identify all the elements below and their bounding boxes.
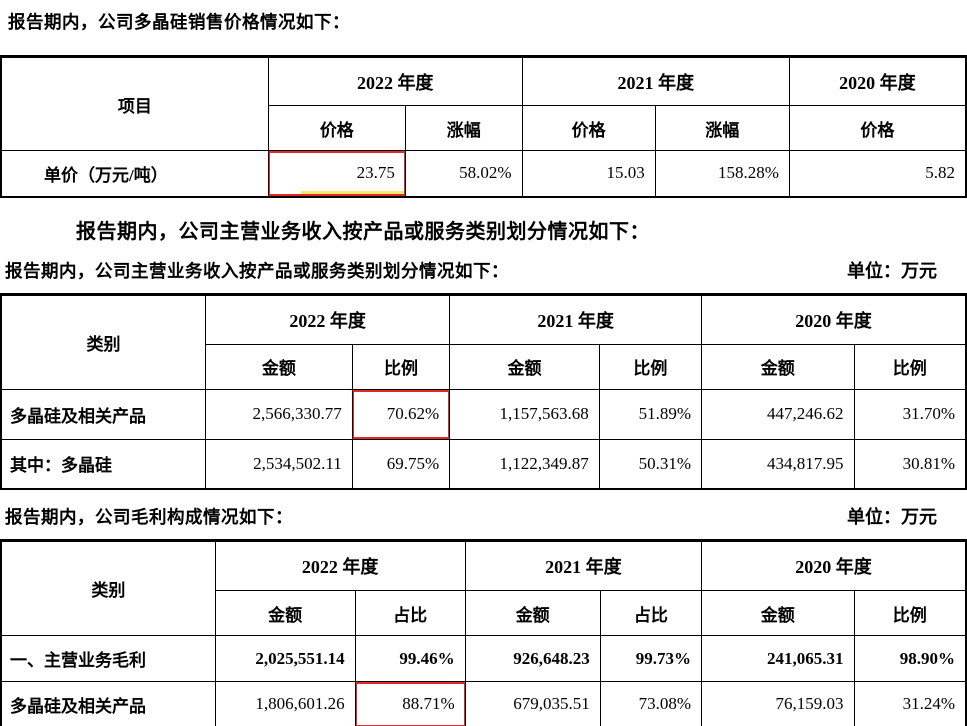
ratio-2022: 69.75% <box>351 438 451 490</box>
subheader-ratio-2020: 比例 <box>853 343 967 390</box>
revenue-table-subheader-row: 金额 比例 金额 比例 金额 比例 <box>1 343 967 390</box>
change-2022-value: 58.02% <box>404 150 523 197</box>
subheader-ratio-2020: 比例 <box>853 590 967 636</box>
price-table-year-2020: 2020 年度 <box>788 56 967 106</box>
revenue-table-item-header: 类别 <box>0 293 207 390</box>
amount-2020: 447,246.62 <box>701 388 855 440</box>
ratio-2022: 70.62% <box>351 388 451 440</box>
unit-price-2021-value: 15.03 <box>521 150 656 197</box>
table-row: 多晶硅及相关产品 1,806,601.26 88.71% 679,035.51 … <box>0 681 967 726</box>
revenue-table-year-2021: 2021 年度 <box>449 293 703 345</box>
profit-table-year-2021: 2021 年度 <box>464 540 703 591</box>
share-2021: 99.73% <box>599 635 703 682</box>
share-2022: 99.46% <box>354 635 466 682</box>
subheader-share-2022: 占比 <box>354 590 466 636</box>
profit-table-year-2022: 2022 年度 <box>214 540 466 591</box>
revenue-intro-highlight-text: 报告期内，公司主营业务收入按产品或服务类别划分情况如下： <box>76 220 650 243</box>
subheader-amount-2020: 金额 <box>701 590 855 636</box>
profit-table-subheader-row: 金额 占比 金额 占比 金额 比例 <box>1 590 967 636</box>
share-2022: 88.71% <box>354 681 466 726</box>
subheader-change-2021: 涨幅 <box>654 105 790 151</box>
share-2021: 73.08% <box>599 681 703 726</box>
revenue-intro-row: 报告期内，公司主营业务收入按产品或服务类别划分情况如下： 单位：万元 <box>0 257 967 283</box>
profit-table-year-2020: 2020 年度 <box>701 540 967 591</box>
subheader-amount-2022: 金额 <box>205 343 353 390</box>
row-label-unit-price: 单价（万元/吨） <box>0 150 269 197</box>
price-table: 项目 2022 年度 2021 年度 2020 年度 价格 涨幅 价格 涨幅 价… <box>0 55 967 198</box>
ratio-2021: 51.89% <box>598 388 703 440</box>
amount-2022: 2,025,551.14 <box>214 635 356 682</box>
amount-2021: 679,035.51 <box>464 681 601 726</box>
revenue-table-year-row: 类别 2022 年度 2021 年度 2020 年度 <box>0 293 967 390</box>
amount-2021: 1,157,563.68 <box>449 388 600 440</box>
amount-2020: 241,065.31 <box>701 635 855 682</box>
amount-2021: 1,122,349.87 <box>449 438 600 490</box>
price-table-item-header: 项目 <box>0 56 269 151</box>
subheader-price-2021: 价格 <box>521 105 656 151</box>
ratio-2020: 30.81% <box>853 438 967 490</box>
profit-table-item-header: 类别 <box>0 540 216 636</box>
ratio-2020: 31.24% <box>853 681 967 726</box>
subheader-ratio-2022: 比例 <box>351 343 451 390</box>
profit-intro-text: 报告期内，公司毛利构成情况如下： <box>5 507 293 527</box>
unit-price-2020-value: 5.82 <box>788 150 967 197</box>
table-row: 单价（万元/吨） 23.75 58.02% 15.03 158.28% 5.82 <box>0 150 967 197</box>
change-2021-value: 158.28% <box>654 150 790 197</box>
amount-2022: 2,566,330.77 <box>205 388 353 440</box>
ratio-2021: 50.31% <box>598 438 703 490</box>
amount-2020: 434,817.95 <box>701 438 855 490</box>
amount-2021: 926,648.23 <box>464 635 601 682</box>
intro-price-text: 报告期内，公司多晶硅销售价格情况如下： <box>8 12 350 32</box>
subheader-change-2022: 涨幅 <box>404 105 523 151</box>
subheader-share-2021: 占比 <box>599 590 703 636</box>
subheader-price-2020: 价格 <box>788 105 967 151</box>
subheader-amount-2021: 金额 <box>449 343 600 390</box>
price-table-year-row: 项目 2022 年度 2021 年度 2020 年度 <box>0 56 967 151</box>
ratio-2020: 31.70% <box>853 388 967 440</box>
row-label: 多晶硅及相关产品 <box>0 681 216 726</box>
subheader-amount-2022: 金额 <box>214 590 356 636</box>
unit-price-2022-value: 23.75 <box>267 150 406 197</box>
subheader-price-2022: 价格 <box>267 105 406 151</box>
amount-2022: 1,806,601.26 <box>214 681 356 726</box>
revenue-table-year-2022: 2022 年度 <box>205 293 451 345</box>
amount-2022: 2,534,502.11 <box>205 438 353 490</box>
unit-label: 单位：万元 <box>847 260 937 281</box>
table-row: 其中：多晶硅 2,534,502.11 69.75% 1,122,349.87 … <box>0 438 967 490</box>
revenue-table: 类别 2022 年度 2021 年度 2020 年度 金额 比例 金额 比例 金… <box>0 292 967 490</box>
unit-label: 单位：万元 <box>847 507 937 527</box>
profit-table-year-row: 类别 2022 年度 2021 年度 2020 年度 <box>0 540 967 636</box>
profit-table: 类别 2022 年度 2021 年度 2020 年度 金额 占比 金额 占比 金… <box>0 539 967 726</box>
price-table-subheader-row: 价格 涨幅 价格 涨幅 价格 <box>1 105 967 151</box>
price-table-year-2021: 2021 年度 <box>521 56 790 106</box>
subheader-ratio-2021: 比例 <box>598 343 703 390</box>
price-table-year-2022: 2022 年度 <box>267 56 523 106</box>
row-label: 多晶硅及相关产品 <box>0 388 207 440</box>
subheader-amount-2020: 金额 <box>701 343 855 390</box>
profit-intro-row: 报告期内，公司毛利构成情况如下： 单位：万元 <box>0 503 967 529</box>
table-row: 多晶硅及相关产品 2,566,330.77 70.62% 1,157,563.6… <box>0 388 967 440</box>
revenue-intro-text: 报告期内，公司主营业务收入按产品或服务类别划分情况如下： <box>5 260 509 281</box>
table-row: 一、主营业务毛利 2,025,551.14 99.46% 926,648.23 … <box>0 635 967 682</box>
amount-2020: 76,159.03 <box>701 681 855 726</box>
row-label: 其中：多晶硅 <box>0 438 207 490</box>
row-label: 一、主营业务毛利 <box>0 635 216 682</box>
revenue-table-year-2020: 2020 年度 <box>701 293 967 345</box>
ratio-2020: 98.90% <box>853 635 967 682</box>
subheader-amount-2021: 金额 <box>464 590 601 636</box>
